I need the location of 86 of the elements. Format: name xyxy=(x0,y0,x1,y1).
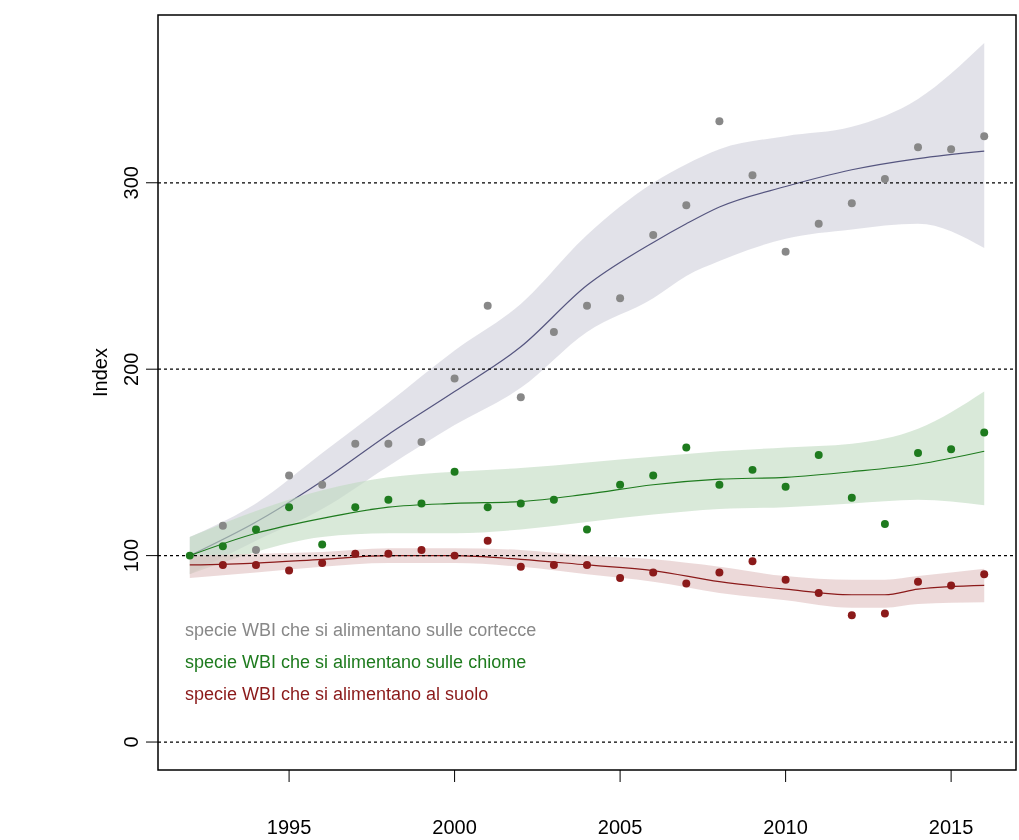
point xyxy=(980,570,989,579)
point xyxy=(914,449,923,458)
point xyxy=(351,549,360,558)
point xyxy=(251,546,260,555)
point xyxy=(980,428,989,437)
point xyxy=(715,480,724,489)
point xyxy=(417,546,426,555)
point xyxy=(847,199,856,208)
point xyxy=(715,117,724,126)
point xyxy=(847,493,856,502)
x-tick-label: 2015 xyxy=(928,816,974,838)
point xyxy=(549,495,558,504)
point xyxy=(682,443,691,452)
point xyxy=(318,540,327,549)
point xyxy=(583,301,591,310)
point xyxy=(450,374,459,383)
point xyxy=(682,579,691,588)
point xyxy=(748,557,757,566)
point xyxy=(450,467,459,476)
point xyxy=(748,171,757,180)
point xyxy=(218,542,227,551)
point xyxy=(384,549,393,558)
x-tick-label: 2005 xyxy=(597,816,643,838)
text: specie WBI che si alimentano sulle chiome xyxy=(185,652,527,672)
x-tick-label: 2000 xyxy=(432,816,477,838)
point xyxy=(483,301,492,310)
point xyxy=(251,560,260,569)
point xyxy=(715,568,724,577)
point xyxy=(947,581,956,590)
point xyxy=(285,566,294,575)
text: specie WBI che si alimentano sulle cortecce xyxy=(185,620,537,640)
text: specie WBI che si alimentano al suolo xyxy=(185,684,489,704)
point xyxy=(880,519,889,528)
point xyxy=(450,551,459,560)
point xyxy=(351,503,360,512)
point xyxy=(483,503,492,512)
point xyxy=(185,551,194,560)
point xyxy=(947,445,956,454)
point xyxy=(616,574,625,582)
point xyxy=(914,577,923,586)
point xyxy=(682,201,691,210)
point xyxy=(781,482,790,491)
point xyxy=(285,471,294,480)
point xyxy=(218,560,227,569)
point xyxy=(516,562,525,571)
point xyxy=(417,499,426,508)
point xyxy=(318,559,327,568)
point xyxy=(914,143,923,152)
point xyxy=(516,499,525,508)
point xyxy=(285,503,294,512)
y-tick-label: 300 xyxy=(120,166,142,200)
point xyxy=(384,439,393,448)
point xyxy=(649,230,658,239)
point xyxy=(251,525,260,534)
point xyxy=(384,495,393,504)
point xyxy=(847,611,856,620)
y-axis-title: Index xyxy=(89,348,111,397)
point xyxy=(880,175,889,184)
point xyxy=(616,294,625,303)
point xyxy=(814,588,823,597)
point xyxy=(583,525,591,534)
point xyxy=(649,471,658,480)
point xyxy=(748,465,757,474)
y-tick-label: 100 xyxy=(120,538,142,573)
point xyxy=(483,536,492,545)
x-tick-label: 1995 xyxy=(266,816,312,838)
point xyxy=(218,521,227,530)
point xyxy=(947,145,956,154)
x-tick-label: 2010 xyxy=(763,816,808,838)
point xyxy=(549,560,558,569)
point xyxy=(649,568,658,577)
point xyxy=(781,247,790,256)
point xyxy=(583,560,591,569)
y-tick-label: 0 xyxy=(120,736,142,748)
point xyxy=(516,393,525,402)
point xyxy=(318,480,327,489)
point xyxy=(549,327,558,336)
point xyxy=(616,480,625,489)
point xyxy=(980,132,989,141)
point xyxy=(351,439,360,448)
point xyxy=(417,437,426,446)
point xyxy=(781,575,790,584)
point xyxy=(880,609,889,618)
point xyxy=(814,450,823,459)
point xyxy=(814,219,823,228)
y-tick-label: 200 xyxy=(120,352,142,386)
